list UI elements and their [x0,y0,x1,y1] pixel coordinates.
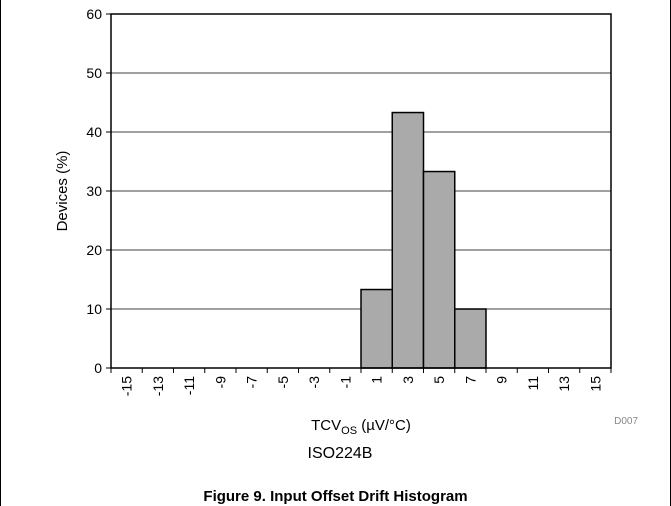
x-tick-label: -11 [181,376,197,395]
x-tick-label: 7 [462,376,478,384]
y-tick-label: 10 [86,301,102,317]
x-axis-title-unit: (µV/°C) [357,417,411,434]
y-tick-label: 50 [86,65,102,81]
x-tick-label: 9 [494,376,510,384]
x-axis-title-main: TCV [311,417,341,434]
x-tick-label: -7 [244,376,260,389]
y-axis-ticks: 0 10 20 30 40 50 60 [86,6,111,376]
x-tick-label: 3 [400,376,416,384]
bar [391,111,425,369]
x-tick-label: 1 [369,376,385,384]
bar [360,288,393,369]
x-tick-label: 13 [556,376,572,392]
bar [422,170,456,369]
figure-caption: Figure 9. Input Offset Drift Histogram [203,488,468,505]
y-tick-label: 20 [86,242,102,258]
y-tick-label: 30 [86,183,102,199]
x-tick-label: -15 [119,376,135,396]
y-tick-label: 40 [86,124,102,140]
chart-subtitle: ISO224B [308,445,373,462]
x-axis-ticks: -15 -13 -11 -9 -7 -5 -3 -1 1 3 5 7 9 11 13 15 [110,368,612,396]
x-axis-title-subscript: OS [341,425,357,437]
x-tick-label: -5 [275,376,291,389]
bar [454,308,487,369]
x-tick-label: 5 [431,376,447,384]
x-axis-title: TCVOS (µV/°C) [311,417,411,437]
x-tick-label: 11 [525,376,541,391]
y-tick-label: 0 [94,360,102,376]
x-tick-label: -9 [212,376,228,389]
figure-code: D007 [614,416,638,427]
x-tick-label: 15 [587,376,603,392]
x-tick-label: -3 [306,376,322,389]
grid-lines [111,72,611,310]
y-tick-label: 60 [86,6,102,22]
bar-series [360,111,487,369]
x-tick-label: -13 [150,376,166,396]
y-axis-title: Devices (%) [54,151,71,232]
x-tick-label: -1 [337,376,353,389]
